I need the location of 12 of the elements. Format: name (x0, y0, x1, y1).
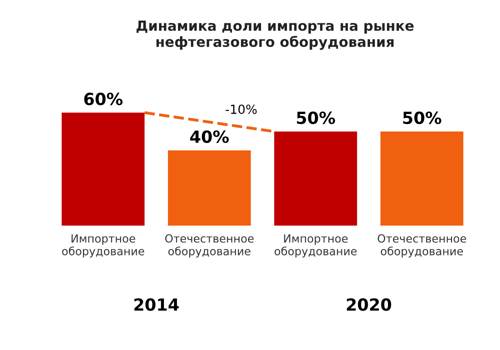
x-tick-label: Импортное оборудование (62, 234, 144, 258)
data-label: 60% (84, 92, 123, 106)
x-tick-label: Импортное оборудование (274, 234, 357, 258)
annotation: -10% (226, 104, 257, 114)
x-tick-label: Отечественное оборудование (378, 234, 466, 258)
data-label: 50% (403, 112, 442, 124)
data-label: 40% (190, 130, 229, 143)
data-label: 50% (296, 112, 336, 124)
chart-title: Динамика доли импорта на рынке нефтегазового оборудования (136, 20, 414, 50)
text: 2020 (346, 298, 392, 311)
x-tick-label: Отечественное оборудование (165, 234, 254, 258)
text: 2014 (134, 298, 179, 311)
